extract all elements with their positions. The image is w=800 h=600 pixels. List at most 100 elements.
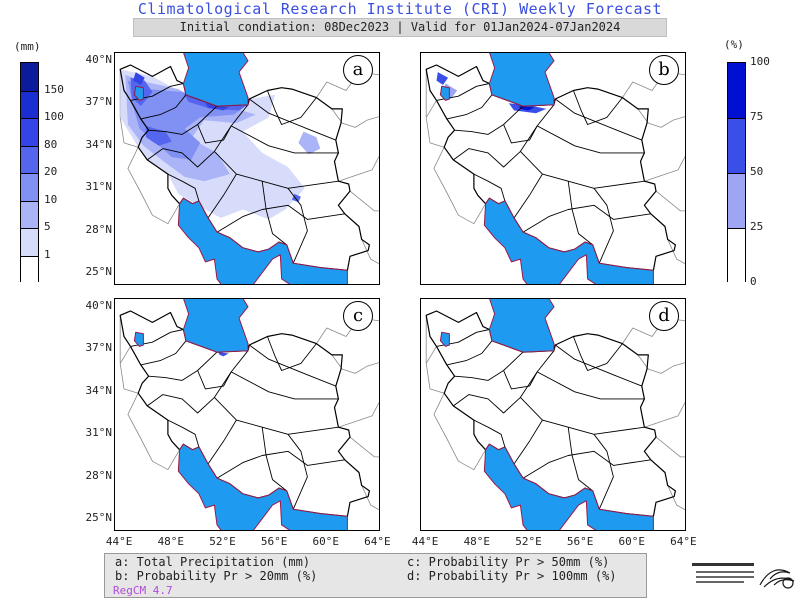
longitude-label: 52°E	[515, 535, 542, 548]
caspian-sea	[182, 299, 249, 353]
precip-colorbar	[20, 62, 39, 284]
province-border	[216, 204, 345, 233]
longitude-label: 60°E	[312, 535, 340, 548]
probability-colorbar-segment	[728, 118, 745, 174]
country-border	[331, 354, 379, 374]
lake-urmia	[439, 85, 450, 101]
caspian-sea	[488, 53, 555, 107]
map-panel-c-prob-50mm: c	[114, 298, 380, 531]
institute-logo	[690, 555, 798, 595]
probability-colorbar-tick-label: 100	[750, 55, 770, 68]
country-border	[331, 108, 379, 128]
caspian-sea	[182, 53, 249, 107]
legend-item-a: a: Total Precipitation (mm)	[115, 555, 311, 569]
map-canvas	[425, 299, 685, 530]
province-border	[140, 340, 187, 366]
probability-unit-label: (%)	[724, 38, 744, 51]
map-panel-b-prob-20mm: b	[420, 52, 686, 285]
country-border	[655, 436, 685, 458]
province-border	[520, 397, 645, 435]
lake-urmia	[133, 85, 144, 101]
country-border	[433, 147, 486, 225]
province-border	[555, 344, 642, 387]
latitude-label: 28°N	[85, 468, 113, 482]
probability-colorbar	[727, 62, 746, 284]
province-border	[261, 427, 287, 492]
lake-urmia	[133, 331, 144, 347]
province-border	[249, 344, 336, 387]
latitude-label: 34°N	[85, 137, 113, 151]
model-name-label: RegCM 4.7	[113, 584, 173, 597]
country-border	[637, 108, 685, 128]
province-border	[167, 173, 200, 202]
latitude-label: 37°N	[85, 341, 113, 355]
latitude-label: 34°N	[85, 383, 113, 397]
province-border	[567, 427, 593, 492]
page-title: Climatological Research Institute (CRI) …	[137, 0, 663, 18]
shaded-area	[183, 93, 248, 111]
precip-colorbar-tick-label: 100	[44, 110, 64, 123]
persian-gulf	[177, 443, 348, 530]
country-border	[119, 315, 131, 364]
province-border	[147, 350, 249, 414]
province-border	[513, 173, 543, 219]
province-border	[287, 188, 308, 264]
legend-item-b: b: Probability Pr > 20mm (%)	[115, 569, 318, 583]
map-canvas	[425, 53, 685, 284]
country-border	[425, 315, 437, 364]
province-border	[536, 125, 645, 154]
longitude-label: 48°E	[157, 535, 185, 548]
province-border	[230, 125, 339, 154]
legend-item-d: d: Probability Pr > 100mm (%)	[407, 569, 617, 583]
province-border	[266, 90, 317, 125]
precip-colorbar-segment	[21, 145, 38, 174]
panel-letter-d: d	[649, 301, 679, 331]
country-border	[425, 363, 445, 394]
country-border	[655, 190, 685, 212]
province-border	[513, 419, 543, 465]
province-border	[148, 105, 218, 135]
province-border	[454, 351, 524, 381]
longitude-label: 44°E	[411, 535, 439, 548]
latitude-label: 37°N	[85, 95, 113, 109]
country-border	[338, 401, 379, 428]
latitude-label: 31°N	[85, 180, 113, 194]
country-border	[425, 117, 445, 148]
shaded-area	[436, 72, 449, 85]
legend-item-c: c: Probability Pr > 50mm (%)	[407, 555, 610, 569]
precip-colorbar-tick-label: 1	[44, 247, 51, 261]
province-border	[536, 371, 645, 400]
precip-colorbar-tick-label: 20	[44, 165, 58, 178]
province-border	[522, 204, 651, 233]
longitude-label: 64°E	[670, 535, 697, 548]
probability-colorbar-segment	[728, 173, 745, 229]
probability-colorbar-tick-label: 0	[750, 275, 757, 288]
longitude-label: 56°E	[260, 535, 288, 548]
province-border	[567, 181, 593, 246]
precip-colorbar-segment	[21, 255, 38, 284]
latitude-label: 28°N	[85, 222, 113, 236]
precip-colorbar-segment	[21, 228, 38, 257]
probability-colorbar-segment	[728, 63, 745, 118]
precip-colorbar-segment	[21, 118, 38, 147]
map-canvas	[119, 53, 379, 284]
persian-gulf	[483, 197, 654, 284]
latitude-label: 25°N	[85, 511, 113, 525]
province-border	[214, 397, 339, 435]
probability-colorbar-segment	[728, 228, 745, 284]
longitude-label: 48°E	[463, 535, 491, 548]
province-border	[148, 351, 218, 381]
country-border	[349, 190, 379, 212]
country-border	[349, 436, 379, 458]
province-border	[140, 94, 187, 120]
longitude-label: 44°E	[105, 535, 133, 548]
province-border	[473, 419, 506, 448]
precip-colorbar-segment	[21, 173, 38, 202]
province-border	[266, 336, 317, 371]
province-border	[520, 151, 645, 189]
province-border	[503, 124, 538, 144]
forecast-period-banner: Initial condiation: 08Dec2023 | Valid fo…	[133, 18, 667, 37]
precip-colorbar-tick-label: 80	[44, 137, 58, 151]
province-border	[503, 370, 538, 390]
province-border	[446, 94, 493, 120]
